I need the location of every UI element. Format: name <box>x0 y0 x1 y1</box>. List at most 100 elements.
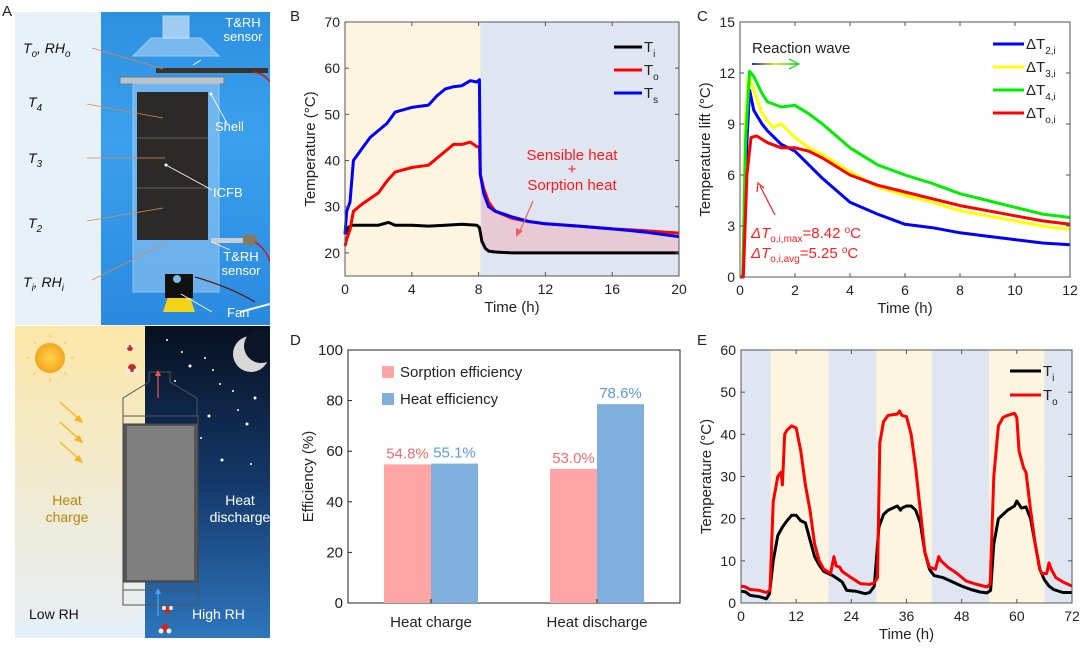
legend-label: Sorption efficiency <box>400 364 523 381</box>
bar-value-label: 54.8% <box>386 445 429 462</box>
heat-area-fill <box>480 175 679 253</box>
y-tick-label: 30 <box>324 199 340 215</box>
x-tick-label: 8 <box>956 282 964 298</box>
bottle-shoulder <box>131 37 221 57</box>
shaded-region <box>989 350 1045 603</box>
legend-label: ΔT2,i <box>1026 36 1056 57</box>
annotation-sorption-heat: Sorption heat <box>527 177 617 194</box>
label-sensor-top: T&RH sensor <box>215 16 270 44</box>
panel-letter-a: A <box>2 3 13 20</box>
chart-c-group: 0 2 4 6 8 10 12 0 3 6 9 12 15 Time (h) Temperature lif… <box>697 14 1078 317</box>
bar-value-label: 55.1% <box>433 445 476 462</box>
y-tick-label: 3 <box>727 218 735 234</box>
x-tick-label: 60 <box>1009 608 1025 624</box>
y-axis-label: Temperature (°C) <box>698 419 715 534</box>
shell-dot <box>209 92 213 96</box>
sensor-top-line2: sensor <box>223 29 263 44</box>
y-tick-label: 0 <box>727 269 735 285</box>
label-t3: T3 <box>28 150 43 170</box>
annotation-max-temperature-lift: ΔTo,i,max=8.42 oC <box>750 225 861 245</box>
x-tick-label: 24 <box>844 608 860 624</box>
legend-label: Ti <box>644 39 655 60</box>
legend-label: ΔT3,i <box>1026 59 1056 80</box>
series-line-T2i <box>740 88 1071 279</box>
water-molecule-icon <box>125 344 173 634</box>
sensor-bottom-line1: T&RH <box>223 249 259 264</box>
scheme-illustration <box>15 326 270 638</box>
label-shell: Shell <box>215 119 244 134</box>
series-line-Toi <box>740 134 1071 279</box>
charge-discharge-scheme: Heat charge Heat discharge Low RH High R… <box>15 326 270 638</box>
leader-sensor-bottom <box>211 241 231 251</box>
y-tick-label: 6 <box>727 167 735 183</box>
bar-value-label: 53.0% <box>552 450 595 467</box>
series-line-Ti <box>343 220 679 255</box>
icfb-dot <box>164 163 168 167</box>
panel-letter-e: E <box>697 332 708 349</box>
chart-d-group: 54.8% 55.1% Heat charge 53.0% 78.6% Heat disc… <box>300 342 681 631</box>
annotation-arrow <box>759 185 776 216</box>
legend-label: Heat efficiency <box>400 391 499 408</box>
y-axis-label: Temperature (°C) <box>302 91 319 206</box>
shaded-region <box>931 350 990 603</box>
y-tick-label: 50 <box>324 106 340 122</box>
y-tick-label: 10 <box>720 553 736 569</box>
shaded-region <box>741 350 771 603</box>
y-tick-label: 0 <box>728 595 736 611</box>
y-axis-label: Efficiency (%) <box>300 431 317 522</box>
x-axis-label: Time (h) <box>484 299 539 316</box>
device-photo: To, RHo T4 T3 T2 Ti, RHi T&RH sensor She… <box>15 12 270 325</box>
annotation-arrowhead <box>516 228 523 237</box>
top-wire <box>252 71 270 83</box>
y-tick-label: 40 <box>324 153 340 169</box>
chart-b-group: 0 4 8 12 16 20 20 30 40 50 60 70 Time (h) Temperature… <box>302 14 687 316</box>
sunlight-arrows-icon <box>59 401 84 463</box>
label-icfb: ICFB <box>213 185 243 200</box>
annotation-arrowhead <box>756 181 765 193</box>
y-tick-label: 100 <box>318 342 343 359</box>
panel-letter-c: C <box>697 8 708 25</box>
heat-discharge-line2: discharge <box>209 509 270 525</box>
y-tick-label: 12 <box>719 65 735 81</box>
y-tick-label: 40 <box>326 494 343 511</box>
shaded-region <box>1044 350 1072 603</box>
annotation-arrow <box>518 200 534 234</box>
x-tick-label: 72 <box>1064 608 1080 624</box>
bottom-wire <box>254 241 270 263</box>
y-tick-label: 15 <box>719 14 735 30</box>
y-tick-label: 20 <box>720 511 736 527</box>
legend-swatch <box>382 366 394 378</box>
label-t4: T4 <box>28 94 43 114</box>
y-tick-label: 20 <box>324 245 340 261</box>
legend-label: ΔTo,i <box>1026 105 1056 126</box>
bar-value-label: 78.6% <box>599 385 642 402</box>
reaction-wave-arrowhead <box>788 58 801 70</box>
x-tick-label: 0 <box>737 608 745 624</box>
reaction-wave-arrow <box>752 63 798 65</box>
label-sensor-bottom: T&RH sensor <box>213 250 269 278</box>
bar-sorption-efficiency <box>550 468 597 603</box>
label-fan: Fan <box>227 305 250 320</box>
legend-label: To <box>1043 387 1058 408</box>
x-tick-label: 12 <box>538 281 554 297</box>
series-line-T4i <box>740 69 1071 279</box>
device-photo-illustration <box>86 15 270 313</box>
leader-icfb <box>165 164 213 191</box>
inflow-arrow-icon <box>155 588 161 616</box>
y-tick-label: 60 <box>324 60 340 76</box>
leader-sensor-top <box>192 59 202 66</box>
sensor-bottom-line2: sensor <box>221 263 261 278</box>
sun-icon <box>26 334 74 382</box>
bottom-sensor-rod <box>211 238 251 243</box>
legend-label: Ti <box>1043 363 1054 384</box>
leader-t4 <box>86 103 164 119</box>
y-tick-label: 50 <box>720 384 736 400</box>
y-tick-label: 30 <box>720 469 736 485</box>
series-line-Ts <box>343 78 680 239</box>
x-tick-label: 8 <box>475 281 483 297</box>
heat-charge-line2: charge <box>45 509 89 525</box>
y-tick-label: 80 <box>326 393 343 410</box>
annotation-plus: + <box>568 161 577 178</box>
legend-label: ΔT4,i <box>1026 82 1056 103</box>
x-tick-label: 16 <box>604 281 620 297</box>
